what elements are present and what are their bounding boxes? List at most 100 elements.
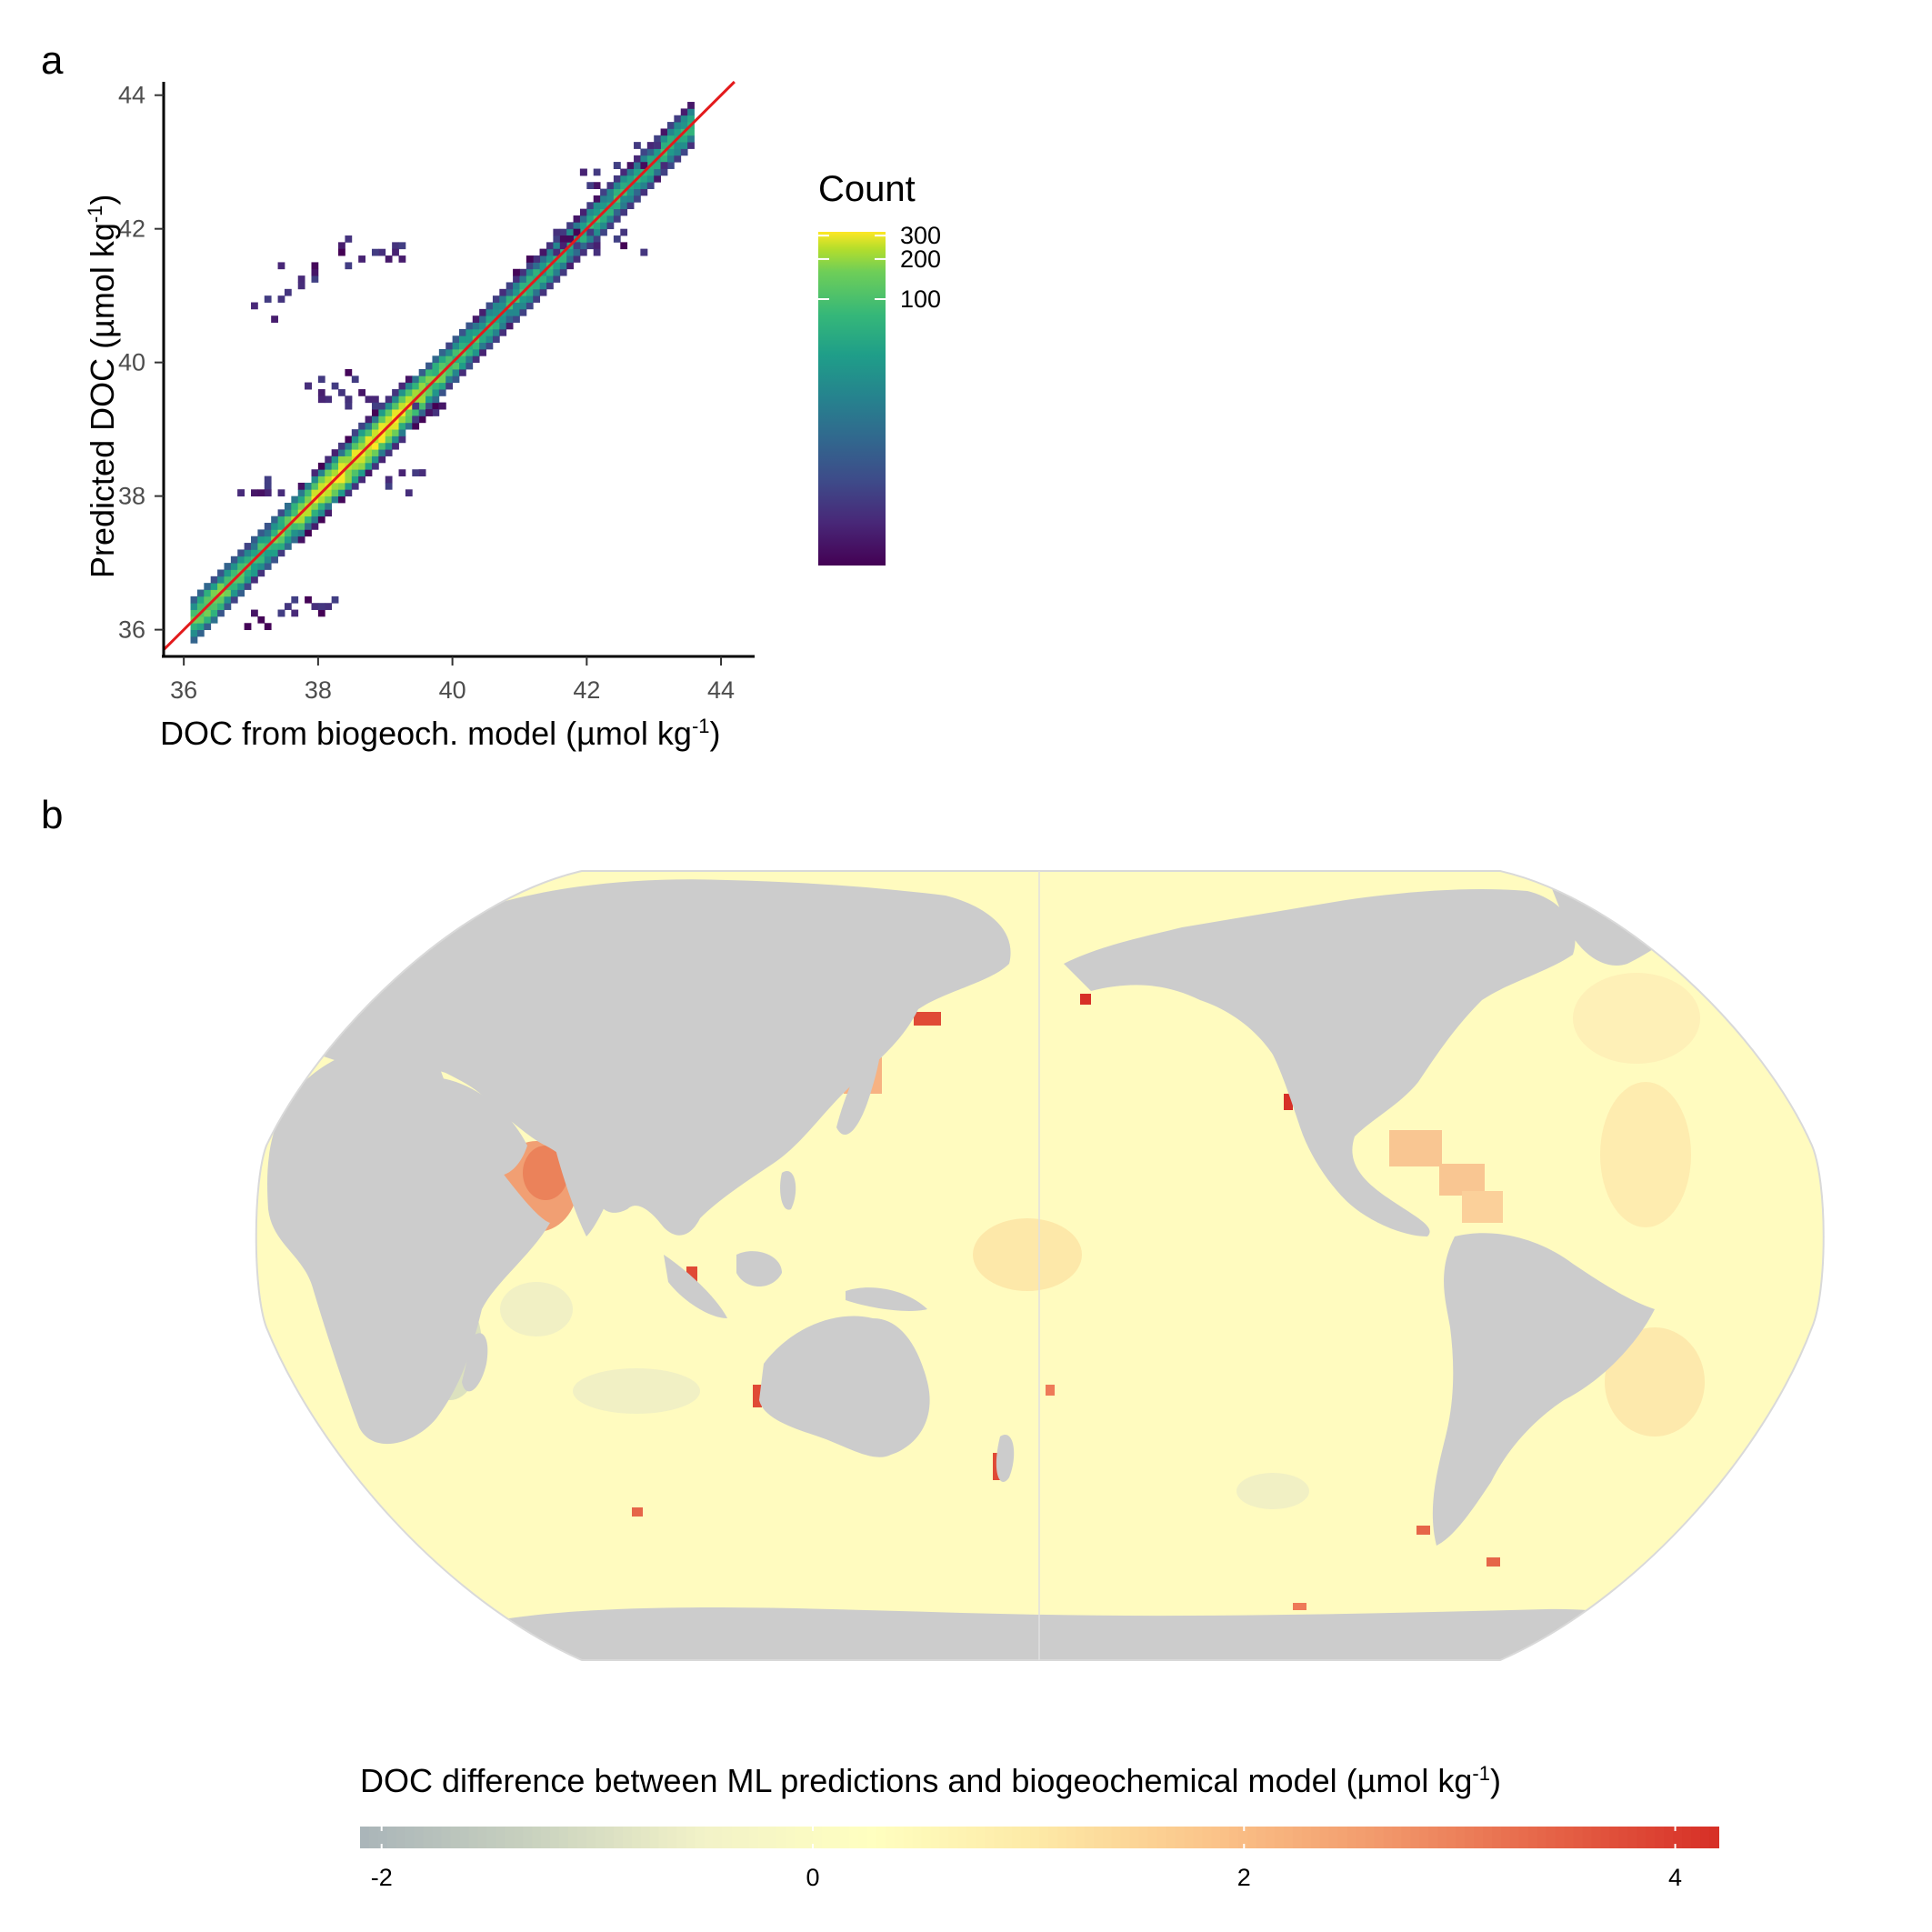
density-cell: [305, 523, 312, 530]
density-cell: [486, 308, 494, 316]
density-cell: [438, 382, 446, 390]
density-cell: [519, 302, 527, 310]
density-cell: [660, 128, 668, 136]
colorbar-segment: [786, 1827, 796, 1848]
colorbar-segment: [649, 1827, 660, 1848]
density-cell: [244, 583, 252, 590]
colorbar-segment: [1129, 1827, 1140, 1848]
density-cell: [506, 288, 514, 296]
density-cell: [297, 516, 305, 524]
density-cell: [358, 422, 365, 430]
density-cell: [499, 288, 507, 296]
density-cell: [244, 576, 252, 584]
density-cell: [593, 182, 601, 189]
density-cell: [432, 355, 440, 364]
density-cell: [674, 122, 682, 129]
density-cell: [196, 589, 205, 597]
density-cell: [412, 375, 420, 384]
density-cell: [230, 556, 238, 564]
density-cell: [345, 435, 353, 444]
density-cell: [405, 489, 413, 497]
colorbar-segment: [1509, 1827, 1520, 1848]
density-cell: [459, 355, 466, 364]
density-cell: [606, 222, 615, 230]
density-cell: [204, 609, 212, 617]
density-cell: [620, 202, 628, 210]
density-cell: [351, 449, 359, 456]
density-cell: [210, 589, 218, 597]
colorbar-segment: [795, 1827, 806, 1848]
density-cell: [606, 215, 615, 223]
density-cell: [586, 242, 595, 250]
colorbar-segment: [1518, 1827, 1529, 1848]
density-cell: [465, 322, 474, 330]
colorbar-segment: [1075, 1827, 1086, 1848]
density-cell: [513, 268, 520, 276]
density-cell: [634, 168, 641, 176]
colorbar-segment: [514, 1827, 525, 1848]
density-cell: [680, 108, 688, 116]
density-cell: [338, 248, 345, 256]
density-cell: [586, 228, 595, 236]
density-cell: [291, 509, 299, 517]
density-cell: [251, 543, 258, 550]
density-cell: [613, 215, 621, 223]
density-cell: [305, 489, 312, 497]
density-cell: [257, 563, 265, 570]
density-cell: [445, 342, 454, 350]
density-cell: [654, 148, 661, 156]
colorbar-segment: [957, 1827, 968, 1848]
colorbar-segment: [722, 1827, 733, 1848]
density-cell: [613, 208, 621, 216]
density-cell: [305, 496, 312, 504]
density-cell: [418, 469, 426, 476]
density-cell: [284, 509, 292, 517]
density-cell: [573, 222, 581, 230]
density-cell: [526, 302, 534, 310]
colorbar-segment: [1319, 1827, 1330, 1848]
density-cell: [392, 389, 399, 396]
density-cell: [425, 389, 433, 396]
colorbar-segment: [477, 1827, 488, 1848]
density-cell: [640, 148, 648, 156]
density-cell: [251, 576, 258, 584]
colorbar-segment: [486, 1827, 497, 1848]
density-cell: [338, 462, 345, 470]
density-cell: [351, 442, 359, 450]
density-cell: [438, 355, 446, 364]
density-cell: [217, 583, 225, 590]
colorbar-segment: [1474, 1827, 1485, 1848]
density-cell: [331, 462, 339, 470]
density-cell: [646, 168, 655, 176]
density-cell: [325, 469, 333, 476]
density-cell: [459, 342, 466, 350]
density-cell: [317, 469, 325, 476]
density-cell: [553, 268, 561, 276]
density-cell: [634, 182, 641, 189]
density-cell: [311, 482, 319, 490]
density-cell: [613, 182, 621, 189]
density-cell: [392, 242, 399, 250]
density-cell: [687, 108, 695, 116]
density-cell: [311, 523, 319, 530]
density-cell: [224, 596, 232, 604]
density-cell: [196, 596, 205, 604]
density-cell: [432, 382, 440, 390]
density-cell: [573, 215, 581, 223]
colorbar-segment: [1537, 1827, 1547, 1848]
density-cell: [204, 589, 212, 597]
colorbar-segment: [894, 1827, 905, 1848]
density-cell: [425, 369, 433, 376]
density-cell: [317, 475, 325, 484]
density-cell: [365, 469, 373, 476]
density-cell: [378, 449, 386, 456]
density-cell: [264, 475, 272, 484]
colorbar-segment: [1673, 1827, 1684, 1848]
density-cell: [325, 462, 333, 470]
density-cell: [398, 255, 406, 263]
colorbar-segment: [686, 1827, 696, 1848]
density-cell: [654, 135, 661, 143]
density-cell: [284, 502, 292, 510]
density-cell: [338, 489, 345, 497]
density-cell: [539, 255, 547, 263]
